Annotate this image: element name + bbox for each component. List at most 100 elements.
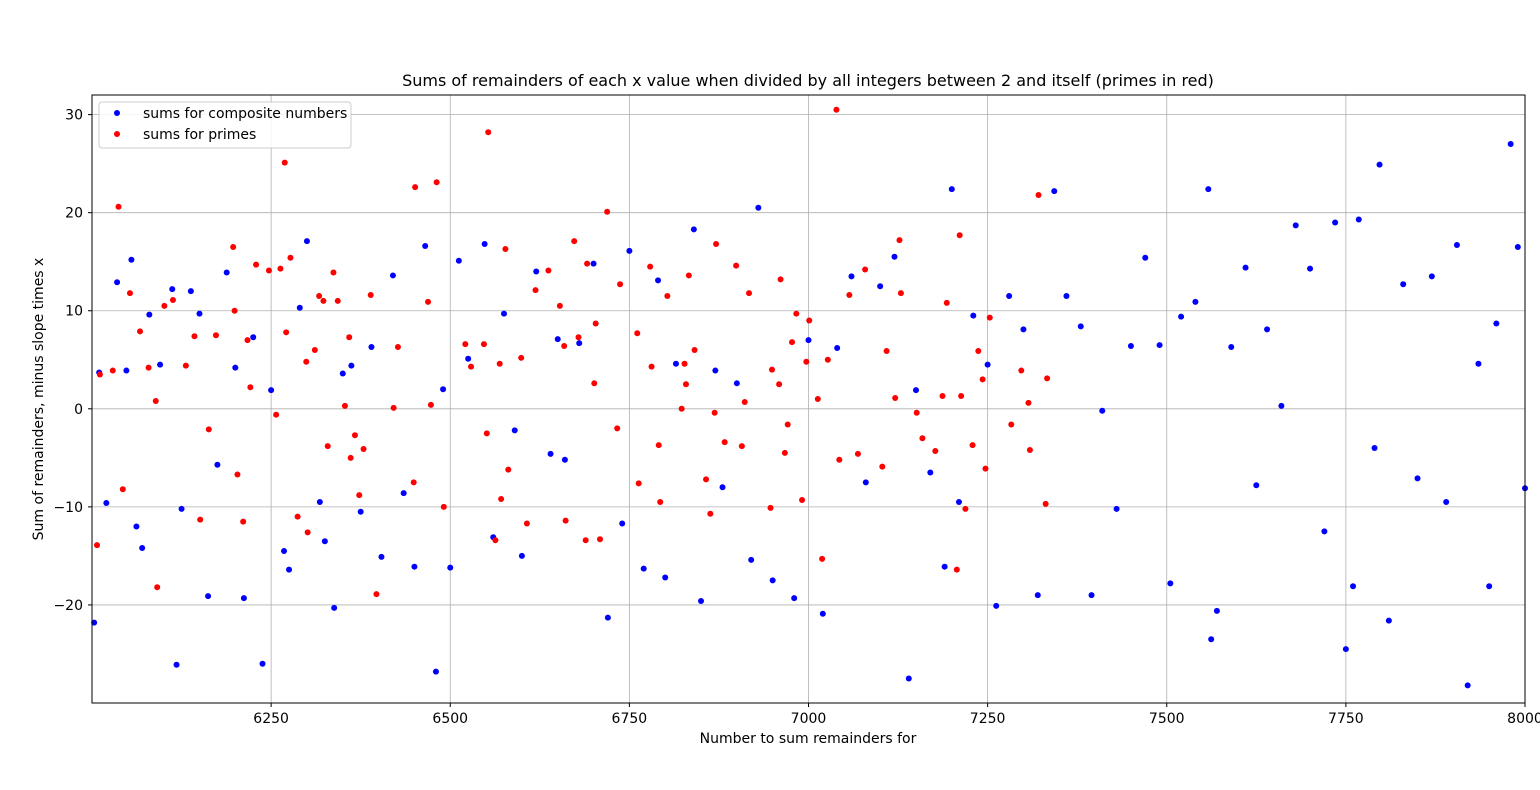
prime-point: [777, 276, 784, 283]
prime-point: [681, 360, 688, 367]
x-tick-label: 8000: [1507, 711, 1540, 727]
prime-point: [707, 510, 714, 517]
prime-point: [498, 496, 505, 503]
prime-point: [334, 297, 341, 304]
prime-point: [115, 203, 122, 210]
prime-point: [341, 402, 348, 409]
prime-point: [253, 261, 260, 268]
prime-point: [244, 337, 251, 344]
composite-point: [1464, 682, 1471, 689]
composite-point: [1205, 186, 1212, 193]
composite-point: [518, 552, 525, 559]
composite-point: [1051, 188, 1058, 195]
prime-point: [561, 343, 568, 350]
legend-marker-primes: [114, 131, 120, 137]
composite-point: [1332, 219, 1339, 226]
composite-point: [114, 279, 121, 286]
prime-point: [836, 456, 843, 463]
prime-point: [768, 366, 775, 373]
composite-point: [196, 310, 203, 317]
prime-point: [932, 447, 939, 454]
composite-point: [357, 508, 364, 515]
data-series: [91, 106, 1528, 689]
composite-point: [805, 337, 812, 344]
prime-point: [741, 398, 748, 405]
prime-point: [803, 358, 810, 365]
prime-point: [283, 329, 290, 336]
composite-point: [619, 520, 626, 527]
prime-point: [776, 381, 783, 388]
prime-point: [205, 426, 212, 433]
composite-point: [948, 186, 955, 193]
prime-point: [982, 465, 989, 472]
prime-point: [294, 513, 301, 520]
prime-point: [281, 159, 288, 166]
composite-point: [1443, 498, 1450, 505]
x-tick-label: 6750: [612, 711, 648, 727]
prime-point: [545, 267, 552, 274]
composite-point: [178, 505, 185, 512]
prime-point: [678, 405, 685, 412]
prime-point: [713, 241, 720, 248]
composite-point: [240, 595, 247, 602]
composite-point: [146, 311, 153, 318]
prime-point: [492, 537, 499, 544]
prime-point: [1035, 192, 1042, 199]
prime-point: [582, 537, 589, 544]
prime-point: [468, 363, 475, 370]
prime-point: [919, 435, 926, 442]
prime-point: [571, 238, 578, 245]
composite-point: [941, 563, 948, 570]
composite-point: [411, 563, 418, 570]
prime-point: [657, 498, 664, 505]
prime-point: [969, 442, 976, 449]
composite-point: [640, 565, 647, 572]
composite-point: [1350, 583, 1357, 590]
composite-point: [733, 380, 740, 387]
prime-point: [962, 505, 969, 512]
prime-point: [781, 449, 788, 456]
prime-point: [367, 292, 374, 299]
composite-point: [604, 614, 611, 621]
prime-point: [1008, 421, 1015, 428]
prime-point: [789, 339, 796, 346]
prime-point: [596, 536, 603, 543]
x-tick-label: 7750: [1328, 711, 1364, 727]
prime-point: [462, 341, 469, 348]
prime-point: [664, 293, 671, 300]
prime-point: [1025, 399, 1032, 406]
composite-point: [368, 344, 375, 351]
composite-point: [232, 364, 239, 371]
composite-point: [1371, 445, 1378, 452]
prime-point: [648, 363, 655, 370]
prime-point: [273, 411, 280, 418]
prime-point: [505, 466, 512, 473]
prime-point: [496, 360, 503, 367]
prime-point: [1026, 446, 1033, 453]
prime-point: [161, 302, 168, 309]
prime-point: [562, 517, 569, 524]
y-tick-label: −20: [53, 598, 83, 614]
prime-point: [738, 443, 745, 450]
composite-point: [173, 661, 180, 668]
composite-point: [259, 660, 266, 667]
prime-point: [320, 297, 327, 304]
prime-point: [480, 341, 487, 348]
prime-point: [347, 454, 354, 461]
composite-point: [400, 490, 407, 497]
composite-point: [303, 238, 310, 245]
composite-point: [970, 312, 977, 319]
prime-point: [703, 476, 710, 483]
composite-point: [698, 598, 705, 605]
composite-point: [286, 566, 293, 573]
composite-point: [1428, 273, 1435, 280]
composite-point: [1507, 141, 1514, 148]
legend-marker-composite: [114, 110, 120, 116]
composite-point: [848, 273, 855, 280]
composite-point: [139, 545, 146, 552]
legend-label-primes: sums for primes: [143, 127, 256, 143]
prime-point: [126, 290, 133, 297]
prime-point: [169, 296, 176, 303]
composite-point: [268, 387, 275, 394]
